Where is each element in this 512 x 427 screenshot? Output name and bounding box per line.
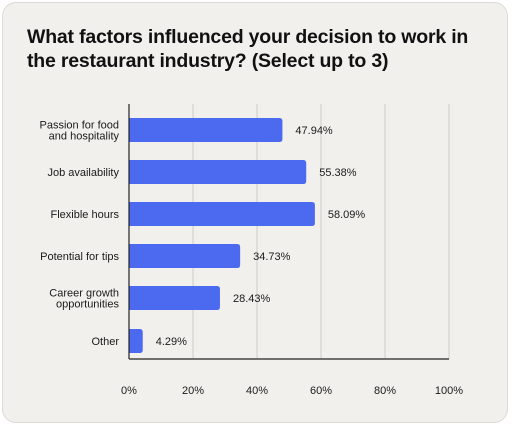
bar-3 (129, 244, 241, 268)
category-label-5: Other (91, 336, 119, 348)
chart-card: What factors influenced your decision to… (2, 2, 508, 423)
category-label-0: Passion for food and hospitality (40, 120, 120, 143)
category-label-4: Career growth opportunities (49, 288, 119, 311)
x-tick-label-60: 60% (310, 385, 332, 397)
gridlines (192, 104, 450, 359)
bar-1 (129, 160, 307, 184)
category-label-2: Flexible hours (51, 209, 120, 221)
value-label-0: 47.94% (295, 125, 333, 137)
chart-title: What factors influenced your decision to… (27, 26, 469, 72)
category-label-3: Potential for tips (40, 251, 119, 263)
category-label-line: and hospitality (49, 131, 120, 143)
category-label-line: Other (91, 336, 119, 348)
bar-5 (129, 329, 143, 353)
category-label-1: Job availability (47, 167, 119, 179)
x-tick-label-100: 100% (435, 385, 463, 397)
category-label-line: Career growth (49, 288, 119, 300)
bar-2 (129, 202, 315, 226)
value-label-3: 34.73% (253, 251, 291, 263)
category-label-line: opportunities (56, 299, 119, 311)
value-label-5: 4.29% (156, 336, 187, 348)
axes (128, 104, 449, 360)
x-tick-label-80: 80% (374, 385, 396, 397)
category-label-line: Flexible hours (51, 209, 120, 221)
value-label-1: 55.38% (319, 167, 357, 179)
category-label-line: Job availability (47, 167, 119, 179)
value-label-2: 58.09% (328, 209, 366, 221)
x-tick-label-20: 20% (182, 385, 204, 397)
bar-0 (129, 118, 283, 142)
bars (129, 118, 315, 353)
category-label-line: Potential for tips (40, 251, 119, 263)
x-tick-label-0: 0% (121, 385, 137, 397)
x-tick-label-40: 40% (246, 385, 268, 397)
labels: 47.94% Passion for food and hospitality 55.… (40, 120, 464, 398)
category-label-line: Passion for food (40, 120, 120, 132)
value-label-4: 28.43% (233, 293, 271, 305)
bar-4 (129, 286, 220, 310)
